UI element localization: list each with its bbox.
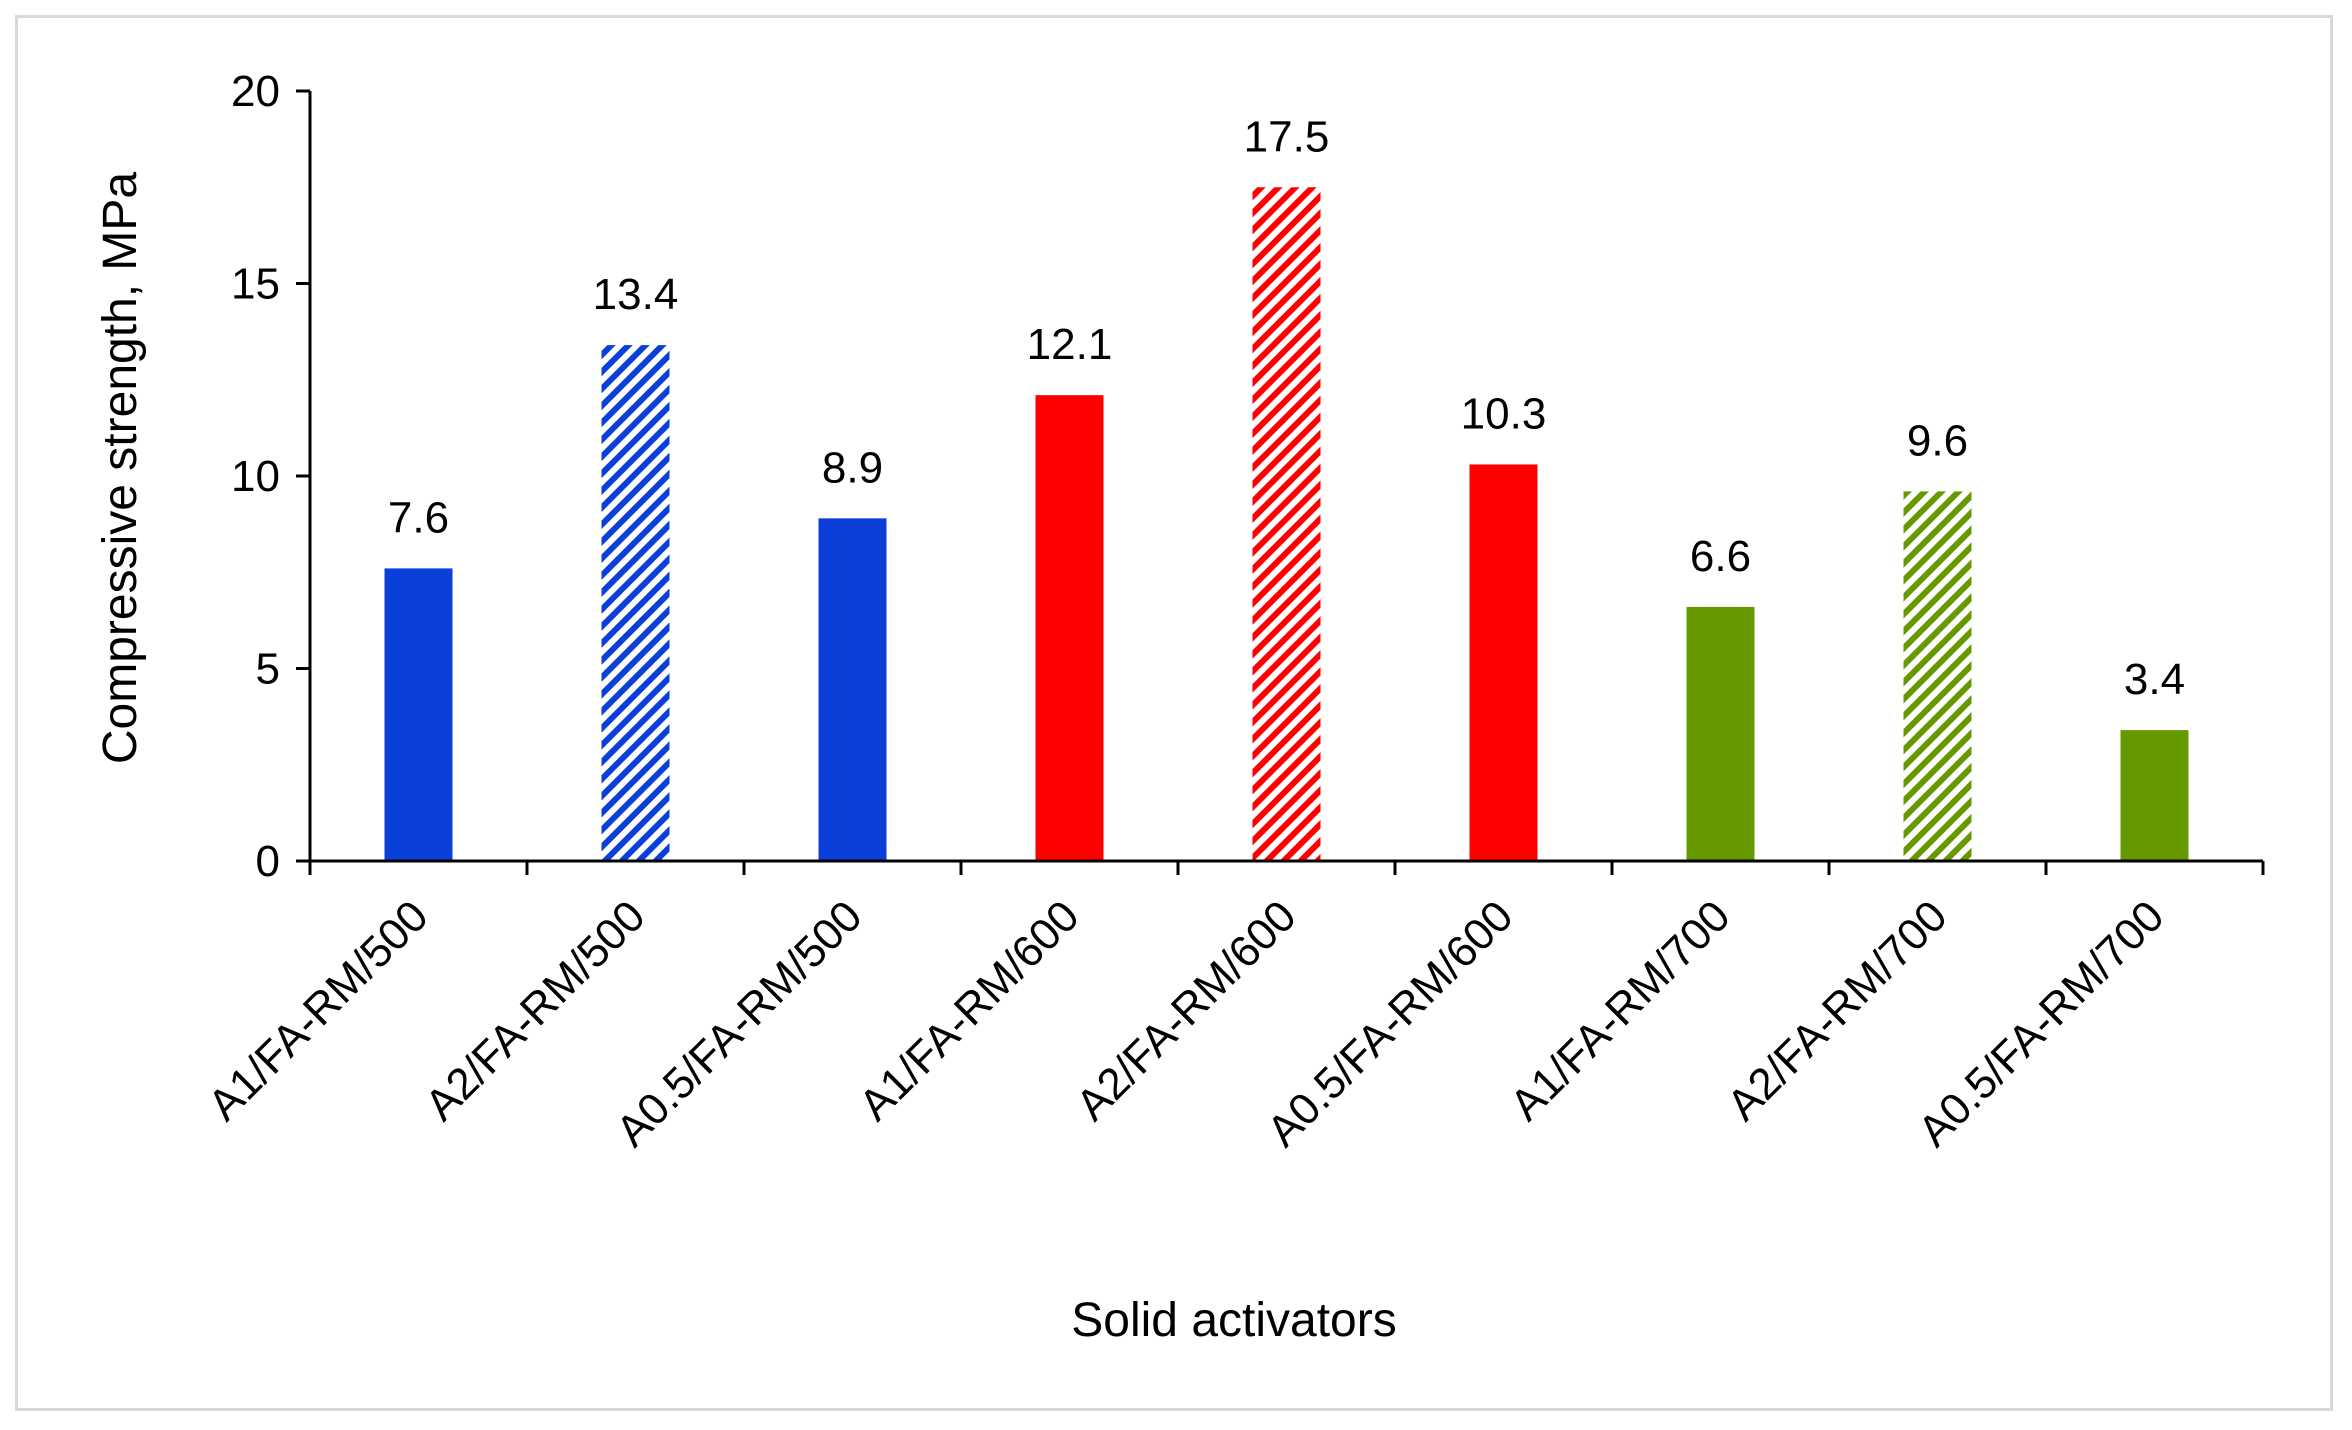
data-label-1: 7.6 [388,493,449,542]
data-label-8: 9.6 [1907,416,1968,465]
data-label-9: 3.4 [2124,655,2185,704]
labels-layer: 7.6A1/FA-RM/50013.4A2/FA-RM/5008.9A0.5/F… [199,67,2185,1156]
data-label-5: 17.5 [1244,112,1330,161]
y-tick-label-1: 0 [256,837,280,886]
data-label-7: 6.6 [1690,532,1751,581]
bar-4 [1035,395,1104,861]
y-axis-title: Compressive strength, MPa [94,172,147,765]
bar-3 [818,518,887,861]
data-label-4: 12.1 [1027,320,1113,369]
y-tick-label-2: 5 [256,645,280,694]
data-label-6: 10.3 [1461,389,1547,438]
y-tick-label-4: 15 [231,260,280,309]
axes-layer [296,89,2265,875]
bar-9 [2120,730,2189,861]
category-label-4: A1/FA-RM/600 [850,891,1089,1130]
data-label-2: 13.4 [593,270,679,319]
category-label-5: A2/FA-RM/600 [1067,891,1306,1130]
bars-layer [384,187,2189,862]
bar-chart: 7.6A1/FA-RM/50013.4A2/FA-RM/5008.9A0.5/F… [94,67,2265,1347]
y-tick-label-3: 10 [231,452,280,501]
category-label-2: A2/FA-RM/500 [416,891,655,1130]
category-label-1: A1/FA-RM/500 [199,891,438,1130]
bar-5 [1252,187,1321,861]
category-label-8: A2/FA-RM/700 [1718,891,1957,1130]
y-tick-label-5: 20 [231,67,280,116]
category-label-7: A1/FA-RM/700 [1501,891,1740,1130]
chart-frame: 7.6 A1/FA-RM/500 13.4 A2/FA-RM/500 8.9 A0.5/F… [15,15,2333,1411]
bar-1 [384,568,453,861]
bar-2 [601,345,670,862]
bar-6 [1469,464,1538,861]
data-label-3: 8.9 [822,443,883,492]
x-axis-title: Solid activators [1071,1294,1396,1347]
bar-8 [1903,491,1972,861]
bar-7 [1686,606,1755,861]
